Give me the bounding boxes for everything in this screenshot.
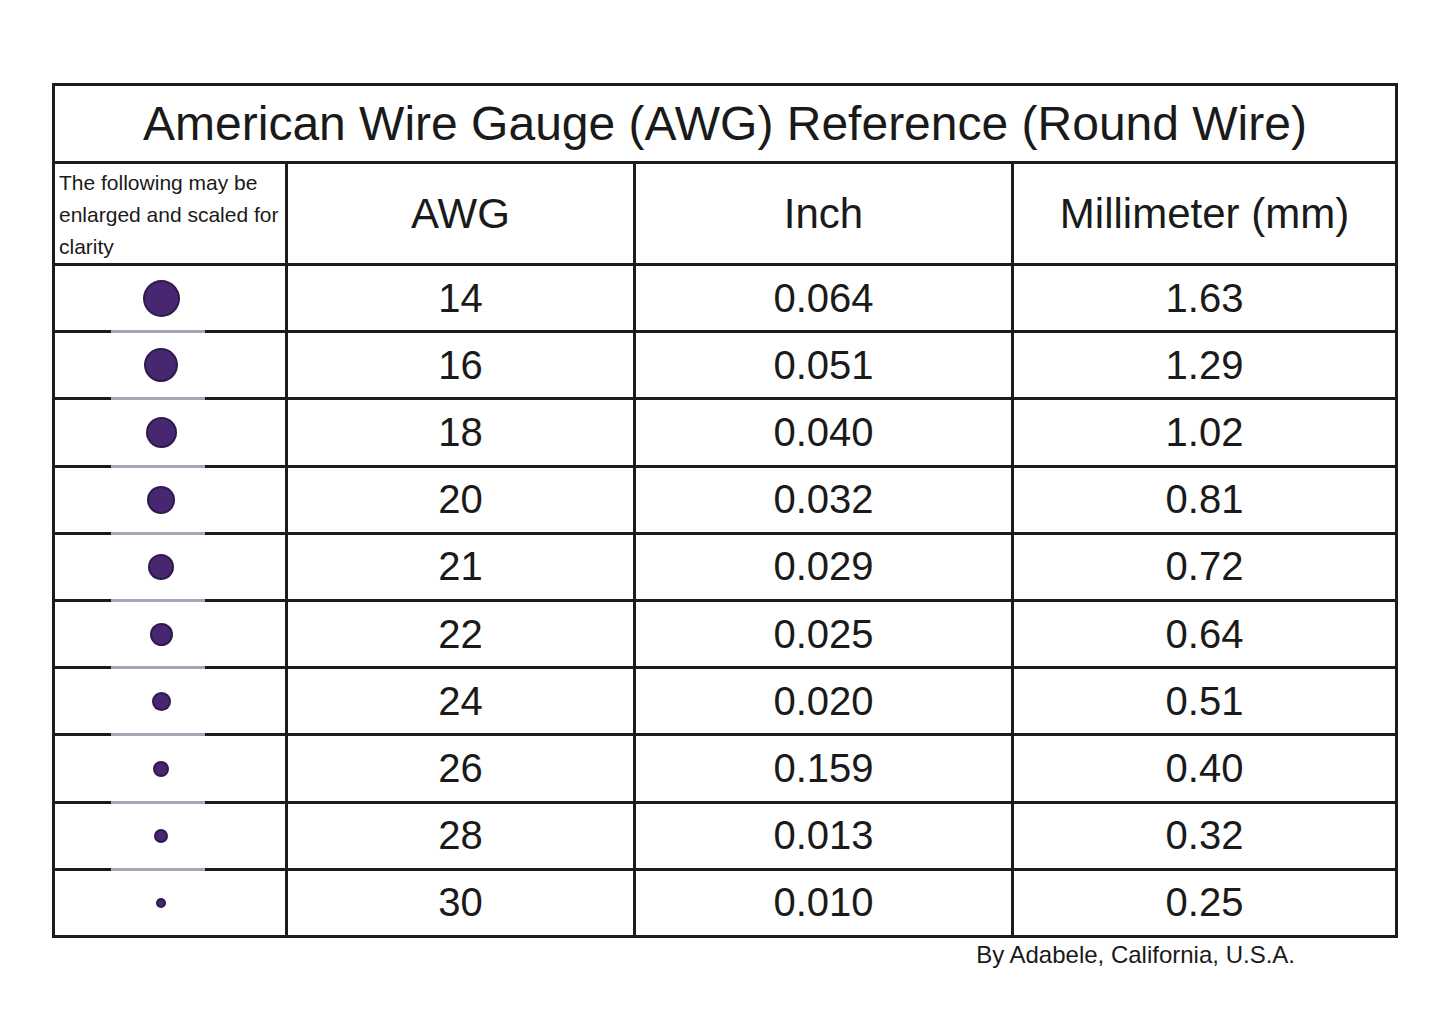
mm-value: 0.51: [1014, 669, 1395, 733]
inch-value: 0.029: [636, 535, 1014, 599]
dot-cell: [55, 669, 288, 733]
wire-size-dot: [155, 763, 167, 775]
dot-cell: [55, 333, 288, 397]
dot-cell: [55, 871, 288, 935]
inch-value: 0.051: [636, 333, 1014, 397]
awg-reference-table: American Wire Gauge (AWG) Reference (Rou…: [52, 83, 1398, 938]
mm-value: 0.32: [1014, 804, 1395, 868]
attribution-text: By Adabele, California, U.S.A.: [976, 941, 1295, 969]
wire-size-dot: [150, 556, 172, 578]
column-header-inch: Inch: [636, 164, 1014, 263]
mm-value: 1.29: [1014, 333, 1395, 397]
table-row: 24 0.020 0.51: [55, 669, 1395, 736]
mm-value: 0.64: [1014, 602, 1395, 666]
dot-cell: [55, 535, 288, 599]
awg-value: 14: [288, 266, 636, 330]
wire-size-dot: [149, 488, 173, 512]
inch-value: 0.020: [636, 669, 1014, 733]
wire-size-dot: [148, 419, 175, 446]
mm-value: 0.40: [1014, 736, 1395, 800]
table-row: 26 0.159 0.40: [55, 736, 1395, 803]
dot-cell: [55, 266, 288, 330]
inch-value: 0.064: [636, 266, 1014, 330]
awg-value: 21: [288, 535, 636, 599]
scaling-note-line: clarity: [59, 231, 114, 263]
table-row: 18 0.040 1.02: [55, 400, 1395, 467]
inch-value: 0.032: [636, 468, 1014, 532]
inch-value: 0.013: [636, 804, 1014, 868]
inch-value: 0.010: [636, 871, 1014, 935]
dot-cell: [55, 468, 288, 532]
inch-value: 0.040: [636, 400, 1014, 464]
table-row: 28 0.013 0.32: [55, 804, 1395, 871]
column-header-awg: AWG: [288, 164, 636, 263]
table-row: 30 0.010 0.25: [55, 871, 1395, 935]
wire-size-dot: [156, 831, 166, 841]
awg-value: 28: [288, 804, 636, 868]
wire-size-dot: [158, 900, 164, 906]
awg-value: 18: [288, 400, 636, 464]
awg-value: 26: [288, 736, 636, 800]
reference-sheet: American Wire Gauge (AWG) Reference (Rou…: [0, 0, 1445, 1017]
table-row: 22 0.025 0.64: [55, 602, 1395, 669]
dot-cell: [55, 602, 288, 666]
awg-value: 20: [288, 468, 636, 532]
wire-size-dot: [152, 625, 171, 644]
table-header-row: The following may be enlarged and scaled…: [55, 164, 1395, 266]
table-row: 21 0.029 0.72: [55, 535, 1395, 602]
table-title: American Wire Gauge (AWG) Reference (Rou…: [55, 86, 1395, 164]
awg-value: 22: [288, 602, 636, 666]
inch-value: 0.159: [636, 736, 1014, 800]
table-row: 16 0.051 1.29: [55, 333, 1395, 400]
dot-cell: [55, 400, 288, 464]
awg-value: 16: [288, 333, 636, 397]
awg-value: 24: [288, 669, 636, 733]
column-header-mm: Millimeter (mm): [1014, 164, 1395, 263]
scaling-note-line: enlarged and scaled for: [59, 199, 279, 231]
table-row: 20 0.032 0.81: [55, 468, 1395, 535]
scaling-note-line: The following may be: [59, 167, 257, 199]
mm-value: 1.63: [1014, 266, 1395, 330]
wire-size-dot: [145, 282, 178, 315]
mm-value: 0.72: [1014, 535, 1395, 599]
mm-value: 1.02: [1014, 400, 1395, 464]
table-row: 14 0.064 1.63: [55, 266, 1395, 333]
dot-cell: [55, 736, 288, 800]
dot-cell: [55, 804, 288, 868]
table-body: 14 0.064 1.63 16 0.051 1.29 18 0.040 1.0…: [55, 266, 1395, 935]
mm-value: 0.25: [1014, 871, 1395, 935]
wire-size-dot: [154, 694, 169, 709]
awg-value: 30: [288, 871, 636, 935]
mm-value: 0.81: [1014, 468, 1395, 532]
wire-size-dot: [146, 350, 176, 380]
inch-value: 0.025: [636, 602, 1014, 666]
scaling-note: The following may be enlarged and scaled…: [55, 164, 288, 263]
